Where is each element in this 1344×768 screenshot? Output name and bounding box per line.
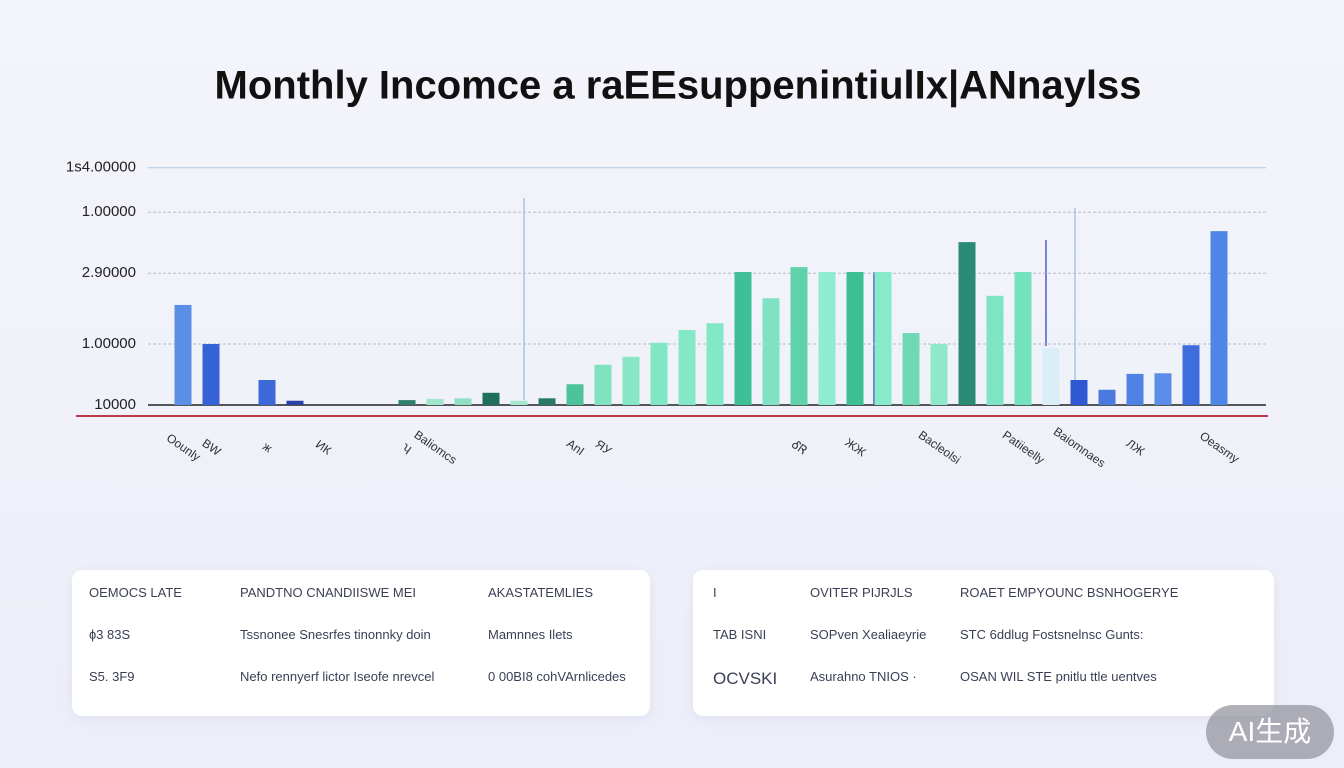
- bar: [1210, 231, 1228, 405]
- bar: [258, 379, 276, 405]
- bar: [1182, 345, 1200, 405]
- x-tick-label: Baliomcs: [412, 428, 460, 467]
- bar: [1126, 373, 1144, 405]
- x-tick-label: ᎴᏒ: [789, 437, 809, 457]
- x-tick-label: AnI: [564, 436, 587, 458]
- card-cell: PANDTNO CNANDIISWE MEI: [240, 585, 416, 600]
- card-cell: AKASTATEMLIES: [488, 585, 593, 600]
- card-cell: STC 6ddlug Fostsnelnsc Gunts:: [960, 627, 1144, 642]
- card-cell: OEMOCS LATE: [89, 585, 182, 600]
- bar: [986, 295, 1004, 405]
- card-cell: OVITER PIJRJLS: [810, 585, 913, 600]
- bar: [818, 272, 836, 405]
- bar: [454, 398, 472, 405]
- bar: [650, 342, 668, 405]
- bar: [706, 323, 724, 405]
- legend-card: OEMOCS LATE PANDTNO CNANDIISWE MEI AKASTAT…: [72, 570, 650, 716]
- bar: [874, 272, 892, 405]
- bar: [510, 400, 528, 405]
- card-cell: Asurahno TNIOS ·: [810, 669, 917, 684]
- x-tick-label: ЯУ: [593, 437, 615, 458]
- x-tick-label: Bacleolsi: [916, 428, 963, 467]
- bar: [622, 356, 640, 405]
- x-tick-label: BW: [200, 436, 224, 459]
- bar: [1154, 373, 1172, 405]
- bar: [538, 398, 556, 405]
- bar: [1098, 389, 1116, 405]
- x-tick-label: Patiieelly: [1000, 428, 1047, 467]
- card-cell: TAB ISNI: [713, 627, 767, 642]
- card-cell: ɸ3 83S: [89, 627, 131, 642]
- bar: [566, 384, 584, 405]
- bar: [426, 398, 444, 405]
- bar: [846, 272, 864, 405]
- x-tick-label: Oeasmy: [1197, 429, 1242, 466]
- bar: [174, 304, 192, 405]
- card-cell: Nefo rennyerf lictor Iseofe nrevcel: [240, 669, 435, 684]
- card-cell: ROAET EMPYOUNC BSNHOGERYE: [960, 585, 1179, 600]
- bar: [790, 267, 808, 405]
- card-cell: S5. 3F9: [89, 669, 135, 684]
- x-tick-label: Oounly: [164, 431, 203, 464]
- card-cell: OSAN WIL STE pnitlu ttle uentves: [960, 669, 1157, 684]
- chart-title: Monthly Incomce a raEEsuppenintiulIx|ANn…: [215, 64, 1142, 108]
- bar: [762, 298, 780, 405]
- legend-card: I OVITER PIJRJLS ROAET EMPYOUNC BSNHOGERYE…: [693, 570, 1274, 716]
- card-cell: I: [713, 585, 717, 600]
- card-cell: 0 00BI8 cohVArnlicedes: [488, 669, 626, 684]
- y-tick-label: 10000: [94, 396, 136, 413]
- bar: [958, 242, 976, 405]
- x-tick-label: ИК: [313, 437, 334, 457]
- card-cell: SOPven Xealiaeyrie: [810, 627, 927, 642]
- bar: [398, 400, 416, 405]
- bar: [202, 344, 220, 405]
- bar: [734, 272, 752, 405]
- x-tick-label: ʮ: [400, 439, 415, 455]
- y-tick-label: 1s4.00000: [66, 159, 136, 176]
- chart: Monthly Incomce a raEEsuppenintiulIx|ANn…: [66, 64, 1268, 470]
- x-tick-label: Baiomnaes: [1051, 424, 1108, 470]
- bar: [902, 333, 920, 405]
- bar: [482, 392, 500, 405]
- badge: AI生成: [1206, 705, 1334, 759]
- y-tick-label: 1.00000: [82, 203, 136, 220]
- x-tick-label: ЛЖ: [1124, 436, 1148, 458]
- bar: [286, 400, 304, 405]
- card-cell: Tssnonee Snesrfes tinonnky doin: [240, 627, 431, 642]
- y-tick-label: 2.90000: [82, 264, 136, 281]
- bar: [1014, 272, 1032, 405]
- bar: [930, 344, 948, 405]
- card-cell: Mamnnes Ilets: [488, 627, 573, 642]
- bar: [1070, 379, 1088, 405]
- x-tick-label: ЖЖ: [842, 435, 868, 459]
- card-cell: OCVSKI: [713, 669, 778, 688]
- bar: [594, 364, 612, 405]
- bar: [1042, 348, 1060, 405]
- y-tick-label: 1.00000: [82, 335, 136, 352]
- x-tick-label: ж: [260, 439, 275, 455]
- bar: [678, 329, 696, 405]
